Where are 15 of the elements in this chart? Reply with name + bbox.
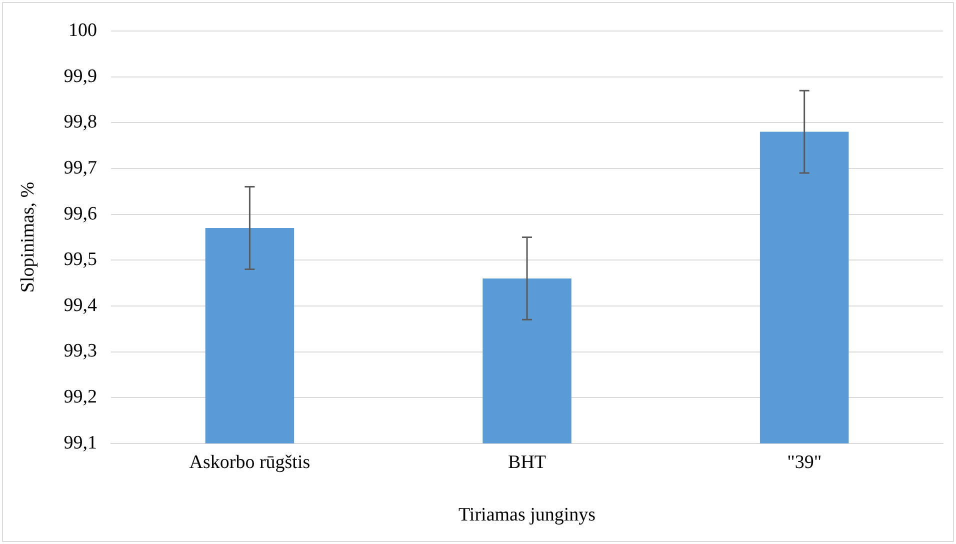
y-axis-title: Slopinimas, % xyxy=(17,182,38,293)
y-tick-label: 99,6 xyxy=(64,203,98,224)
y-tick-label: 99,4 xyxy=(64,294,98,316)
y-tick-label: 99,3 xyxy=(64,340,98,362)
x-tick-label: BHT xyxy=(508,452,546,473)
y-tick-label: 99,1 xyxy=(64,432,98,454)
y-tick-label: 99,8 xyxy=(64,112,98,133)
y-tick-label: 100 xyxy=(68,20,98,41)
y-tick-label: 99,9 xyxy=(64,66,98,87)
y-tick-label: 99,7 xyxy=(64,157,98,178)
y-tick-label: 99,5 xyxy=(64,249,98,270)
x-tick-label: "39" xyxy=(787,452,822,473)
x-axis-title: Tiriamas junginys xyxy=(458,504,596,526)
x-tick-label: Askorbo rūgštis xyxy=(189,452,310,473)
y-tick-label: 99,2 xyxy=(64,386,98,408)
